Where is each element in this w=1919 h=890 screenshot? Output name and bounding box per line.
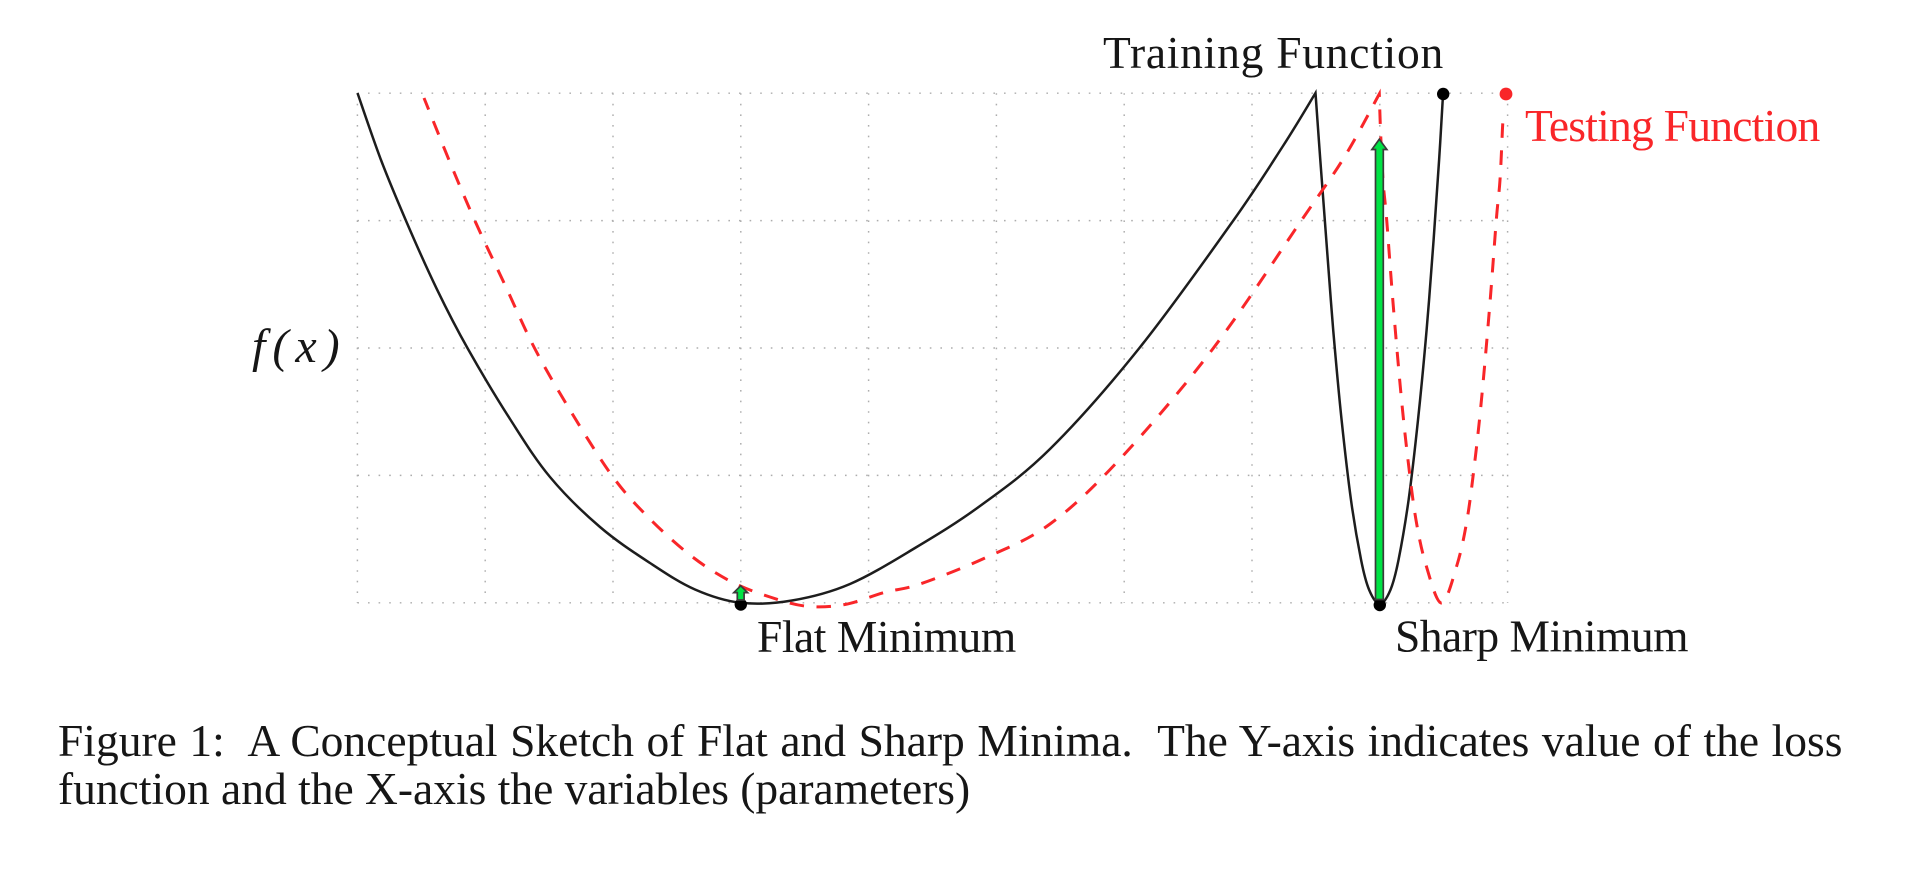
svg-text:Flat Minimum: Flat Minimum [757,611,1016,662]
svg-text:Sharp Minimum: Sharp Minimum [1395,611,1688,662]
svg-text:Testing Function: Testing Function [1525,100,1820,151]
svg-text:Training Function: Training Function [1103,27,1444,78]
svg-text:f(x): f(x) [252,320,347,373]
